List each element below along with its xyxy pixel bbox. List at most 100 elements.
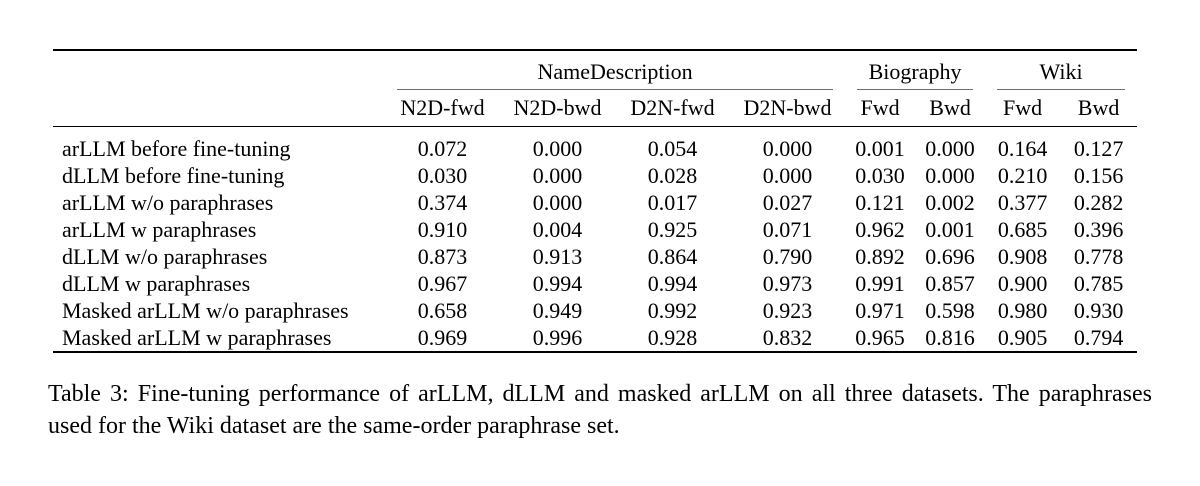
- value-cell: 0.930: [1073, 297, 1124, 323]
- col-group-biography: Biography: [845, 50, 985, 90]
- col-header-d2n-fwd: D2N-fwd: [615, 90, 730, 127]
- group-header-row: NameDescription Biography Wiki: [53, 50, 1137, 90]
- table-caption: Table 3: Fine-tuning performance of arLL…: [48, 381, 1152, 439]
- value-cell: 0.000: [762, 135, 813, 161]
- table-row: dLLM w paraphrases 0.967 0.994 0.994 0.973 0…: [53, 270, 1137, 297]
- value-cell: 0.377: [997, 189, 1048, 215]
- col-header-wiki-bwd: Bwd: [1060, 90, 1138, 127]
- value-cell: 0.030: [855, 162, 905, 188]
- table-row: Masked arLLM w/o paraphrases 0.658 0.949 0…: [53, 297, 1137, 324]
- row-label: arLLM before fine-tuning: [62, 135, 291, 161]
- value-cell: 0.996: [532, 324, 583, 350]
- value-cell: 0.928: [647, 324, 698, 350]
- row-label: Masked arLLM w/o paraphrases: [62, 297, 349, 323]
- value-cell: 0.000: [925, 162, 975, 188]
- value-cell: 0.949: [532, 297, 583, 323]
- value-cell: 0.000: [532, 162, 583, 188]
- value-cell: 0.030: [417, 162, 468, 188]
- row-label: dLLM w paraphrases: [62, 270, 251, 296]
- value-cell: 0.598: [925, 297, 975, 323]
- col-header-biography-bwd: Bwd: [915, 90, 986, 127]
- value-cell: 0.971: [855, 297, 905, 323]
- row-label: arLLM w/o paraphrases: [62, 189, 274, 215]
- value-cell: 0.794: [1073, 324, 1124, 350]
- value-cell: 0.017: [647, 189, 698, 215]
- row-label: dLLM w/o paraphrases: [62, 243, 268, 269]
- col-header-wiki-fwd: Fwd: [985, 90, 1061, 127]
- stub-cell: [53, 50, 385, 90]
- col-header-d2n-bwd: D2N-bwd: [730, 90, 846, 127]
- value-cell: 0.962: [855, 216, 905, 242]
- value-cell: 0.973: [762, 270, 813, 296]
- col-group-wiki-rule: Wiki: [997, 59, 1126, 90]
- col-group-namedescription-label: NameDescription: [537, 59, 693, 84]
- value-cell: 0.027: [762, 189, 813, 215]
- value-cell: 0.282: [1073, 189, 1124, 215]
- col-group-wiki: Wiki: [985, 50, 1137, 90]
- column-header-row: N2D-fwd N2D-bwd D2N-fwd D2N-bwd Fwd Bwd …: [53, 90, 1138, 127]
- value-cell: 0.685: [997, 216, 1048, 242]
- value-cell: 0.002: [925, 189, 975, 215]
- value-cell: 0.000: [762, 162, 813, 188]
- value-cell: 0.127: [1073, 135, 1124, 161]
- value-cell: 0.164: [997, 135, 1048, 161]
- value-cell: 0.071: [762, 216, 813, 242]
- col-group-biography-label: Biography: [868, 59, 962, 84]
- value-cell: 0.832: [762, 324, 813, 350]
- results-table-container: NameDescription Biography Wiki: [53, 49, 1138, 353]
- col-group-wiki-label: Wiki: [1039, 59, 1083, 84]
- value-cell: 0.925: [647, 216, 698, 242]
- value-cell: 0.696: [925, 243, 975, 269]
- row-label: arLLM w paraphrases: [62, 216, 257, 242]
- col-group-namedescription: NameDescription: [385, 50, 845, 90]
- stub-cell: [53, 90, 385, 127]
- value-cell: 0.980: [997, 297, 1048, 323]
- value-cell: 0.816: [925, 324, 975, 350]
- value-cell: 0.900: [997, 270, 1048, 296]
- value-cell: 0.072: [417, 135, 468, 161]
- value-cell: 0.969: [417, 324, 468, 350]
- value-cell: 0.864: [647, 243, 698, 269]
- results-table: NameDescription Biography Wiki: [53, 49, 1138, 353]
- results-table-body: arLLM before fine-tuning 0.072 0.000 0.054…: [53, 127, 1137, 353]
- value-cell: 0.910: [417, 216, 468, 242]
- col-group-namedescription-rule: NameDescription: [397, 59, 834, 90]
- value-cell: 0.913: [532, 243, 583, 269]
- value-cell: 0.028: [647, 162, 698, 188]
- value-cell: 0.000: [532, 189, 583, 215]
- value-cell: 0.857: [925, 270, 975, 296]
- table-row: Masked arLLM w paraphrases 0.969 0.996 0.9…: [53, 324, 1137, 352]
- value-cell: 0.785: [1073, 270, 1124, 296]
- table-row: dLLM w/o paraphrases 0.873 0.913 0.864 0.79…: [53, 243, 1137, 270]
- table-row: arLLM before fine-tuning 0.072 0.000 0.054…: [53, 127, 1137, 163]
- table-row: arLLM w paraphrases 0.910 0.004 0.925 0.071…: [53, 216, 1137, 243]
- table-row: arLLM w/o paraphrases 0.374 0.000 0.017 0.0…: [53, 189, 1137, 216]
- value-cell: 0.967: [417, 270, 468, 296]
- row-label: dLLM before fine-tuning: [62, 162, 285, 188]
- value-cell: 0.004: [532, 216, 583, 242]
- value-cell: 0.396: [1073, 216, 1124, 242]
- value-cell: 0.873: [417, 243, 468, 269]
- col-group-biography-rule: Biography: [857, 59, 974, 90]
- row-label: Masked arLLM w paraphrases: [62, 324, 332, 350]
- value-cell: 0.054: [647, 135, 698, 161]
- value-cell: 0.908: [997, 243, 1048, 269]
- value-cell: 0.905: [997, 324, 1048, 350]
- table-row: dLLM before fine-tuning 0.030 0.000 0.028 0…: [53, 162, 1137, 189]
- value-cell: 0.000: [925, 135, 975, 161]
- col-header-biography-fwd: Fwd: [845, 90, 916, 127]
- value-cell: 0.992: [647, 297, 698, 323]
- value-cell: 0.658: [417, 297, 468, 323]
- value-cell: 0.000: [532, 135, 583, 161]
- value-cell: 0.374: [417, 189, 468, 215]
- value-cell: 0.210: [997, 162, 1048, 188]
- value-cell: 0.121: [855, 189, 905, 215]
- value-cell: 0.994: [532, 270, 583, 296]
- value-cell: 0.156: [1073, 162, 1124, 188]
- value-cell: 0.001: [925, 216, 975, 242]
- value-cell: 0.991: [855, 270, 905, 296]
- value-cell: 0.965: [855, 324, 905, 350]
- value-cell: 0.892: [855, 243, 905, 269]
- col-header-n2d-fwd: N2D-fwd: [385, 90, 500, 127]
